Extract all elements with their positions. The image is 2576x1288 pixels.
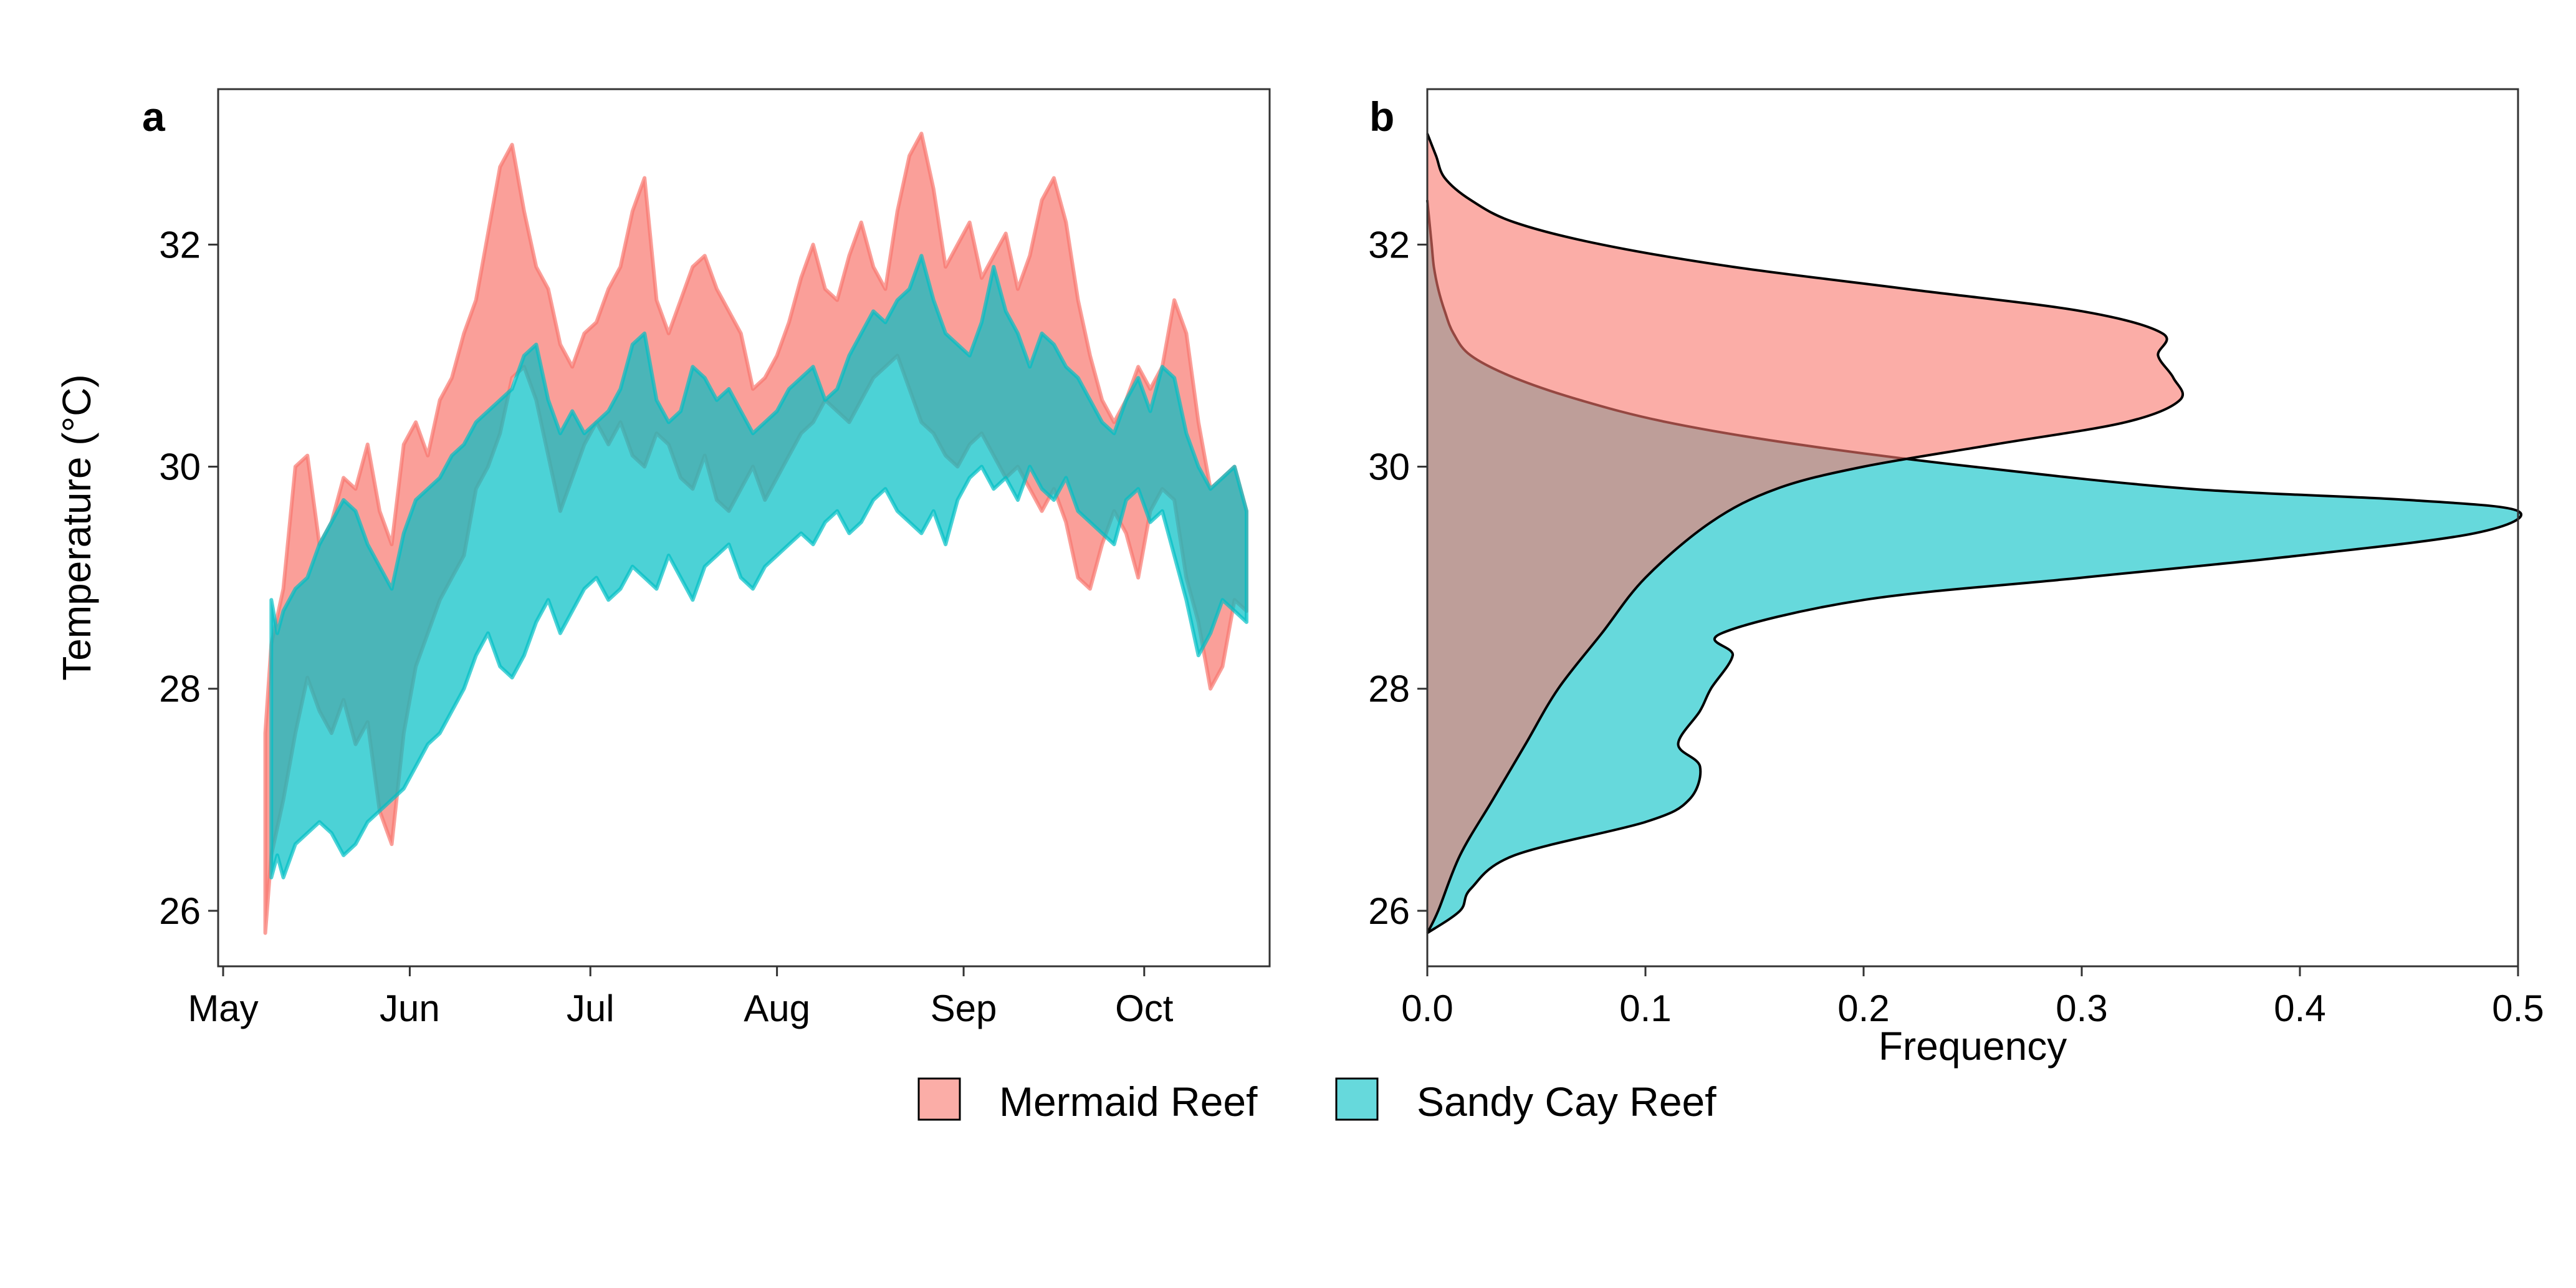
x-tick-label: Sep [931, 988, 997, 1029]
panel-a-y-axis-title: Temperature (°C) [54, 374, 99, 681]
legend-label-sandy: Sandy Cay Reef [1417, 1079, 1717, 1125]
x-tick-label: 0.0 [1401, 988, 1453, 1029]
x-tick-label: Jun [380, 988, 440, 1029]
legend-swatch-sandy [1335, 1077, 1379, 1121]
panel-a-frame [217, 88, 1271, 968]
x-tick-label: May [188, 988, 258, 1029]
series-band-sandy [269, 254, 1248, 880]
panel-a-ticks: 26 28 30 32 May Jun Jul Aug Sep Oct [159, 224, 1174, 1029]
x-tick-label: Jul [567, 988, 615, 1029]
legend-label-mermaid: Mermaid Reef [999, 1079, 1258, 1125]
y-tick-label: 30 [1368, 446, 1410, 488]
panel-a-letter: a [142, 94, 166, 140]
y-tick-label: 26 [1368, 890, 1410, 932]
y-tick-label: 28 [1368, 668, 1410, 710]
y-tick-label: 30 [159, 446, 201, 488]
x-tick-label: 0.5 [2492, 988, 2544, 1029]
legend: Mermaid Reef Sandy Cay Reef [917, 1077, 1717, 1125]
panel-b-letter: b [1369, 94, 1394, 140]
x-tick-label: 0.4 [2274, 988, 2325, 1029]
x-tick-label: Aug [744, 988, 810, 1029]
density-fill-mermaid [1427, 133, 2183, 933]
panel-b-frame [1426, 88, 2519, 968]
panel-b-ticks: 26 28 30 32 0.0 0.1 0.2 0.3 0.4 0.5 [1368, 224, 2544, 1029]
x-tick-label: 0.3 [2056, 988, 2107, 1029]
panel-a-line-chart: 26 28 30 32 May Jun Jul Aug Sep Oct a Temperature… [54, 88, 1271, 1029]
panel-b-x-axis-title: Frequency [1879, 1024, 2067, 1069]
density-fill-sandy [1427, 200, 2522, 933]
y-tick-label: 32 [1368, 224, 1410, 266]
legend-swatch-mermaid [917, 1077, 961, 1121]
y-tick-label: 32 [159, 224, 201, 266]
panel-a-series-layer [263, 132, 1248, 935]
x-tick-label: Oct [1115, 988, 1174, 1029]
y-tick-label: 26 [159, 890, 201, 932]
x-tick-label: 0.1 [1619, 988, 1671, 1029]
density-outline-mermaid [1426, 133, 2185, 934]
x-tick-label: 0.2 [1837, 988, 1889, 1029]
panel-b-series-layer [1426, 133, 2523, 935]
panel-b-density-chart: 26 28 30 32 0.0 0.1 0.2 0.3 0.4 0.5 b Frequency [1368, 88, 2544, 1069]
y-tick-label: 28 [159, 668, 201, 710]
